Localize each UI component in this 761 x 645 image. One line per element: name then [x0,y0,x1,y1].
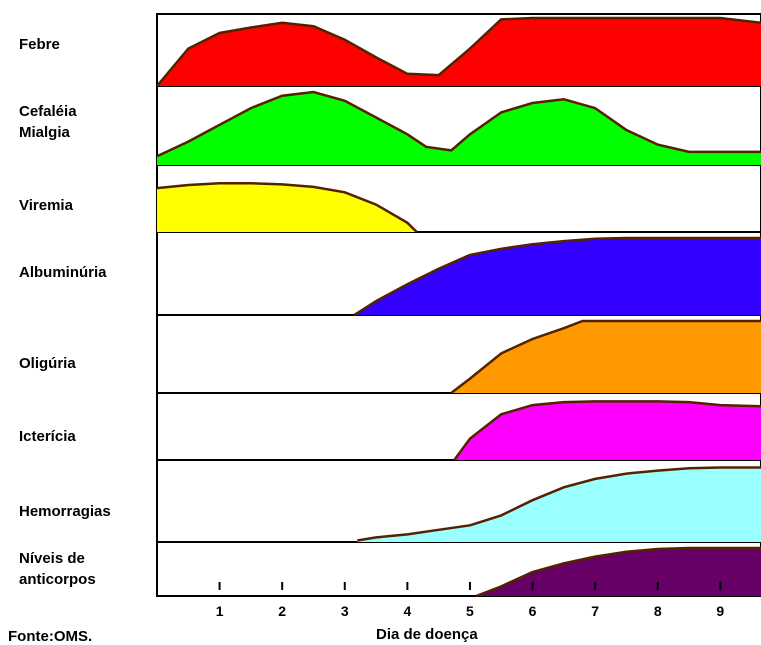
area-outline-3 [156,181,418,233]
area-outline-2 [156,90,761,158]
row-label-6: Icterícia [19,428,76,445]
x-tick-label-3: 3 [341,603,349,619]
row-label-5: Oligúria [19,355,76,372]
x-tick-label-8: 8 [654,603,662,619]
area-7 [357,467,761,542]
area-outline-7 [357,466,761,542]
x-axis-ticks: 1 2 3 4 5 6 7 8 9 [216,582,724,619]
x-tick-label-1: 1 [216,603,224,619]
area-outline-1 [156,16,761,87]
row-label-7: Hemorragias [19,503,111,520]
row-label-8: Níveis de anticorpos [19,550,96,588]
area-6 [454,401,761,460]
x-tick-label-7: 7 [591,603,599,619]
area-outline-4 [353,236,761,317]
area-2 [157,92,761,165]
area-1 [157,18,761,86]
area-outline-8 [475,546,761,598]
row-label-2: Cefaléia Mialgia [19,103,77,141]
x-tick-label-6: 6 [529,603,537,619]
x-tick-label-4: 4 [403,603,411,619]
area-outline-5 [450,319,761,394]
area-8 [476,548,761,596]
x-axis-label: Dia de doença [376,626,478,643]
series-areas [156,16,761,598]
area-4 [354,238,761,315]
row-label-4: Albuminúria [19,264,107,281]
area-3 [157,183,417,232]
area-outline-6 [453,400,761,461]
x-tick-label-9: 9 [716,603,724,619]
area-5 [451,321,761,393]
x-tick-label-5: 5 [466,603,474,619]
row-label-1: Febre [19,36,60,53]
row-label-3: Viremia [19,197,73,214]
source-note: Fonte:OMS. [8,628,93,645]
x-tick-label-2: 2 [278,603,286,619]
